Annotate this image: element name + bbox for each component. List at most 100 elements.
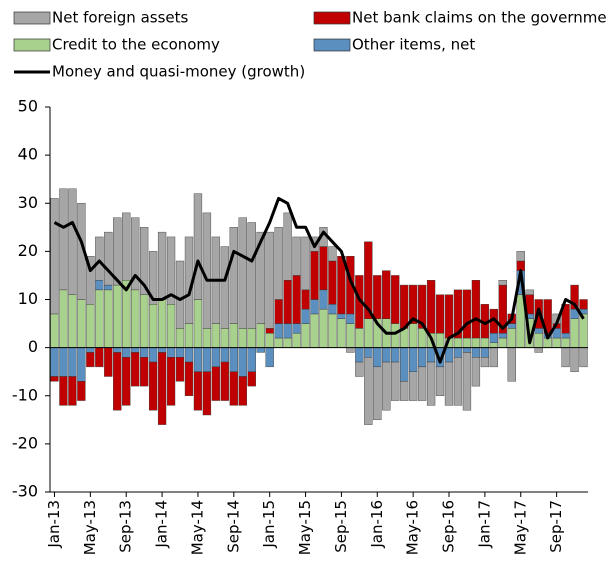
bar xyxy=(229,227,238,324)
bar xyxy=(131,352,140,387)
bar xyxy=(104,289,113,348)
bar xyxy=(68,347,77,377)
x-tick-label: May-13 xyxy=(81,500,99,555)
bar xyxy=(400,284,409,329)
bar xyxy=(382,361,391,411)
bar xyxy=(552,337,561,348)
bar xyxy=(417,366,427,401)
bar xyxy=(86,255,95,305)
bar xyxy=(579,313,588,348)
y-tick-label: 30 xyxy=(18,193,38,212)
bar xyxy=(95,236,104,281)
x-tick-label: Jan-15 xyxy=(260,500,278,549)
bar xyxy=(140,227,149,295)
bar xyxy=(175,357,185,382)
bar xyxy=(220,328,229,348)
bar xyxy=(211,323,221,348)
bar xyxy=(238,328,247,348)
bar xyxy=(471,347,481,358)
bar xyxy=(471,357,481,387)
bar xyxy=(570,347,579,372)
bar xyxy=(86,304,95,348)
bar xyxy=(193,371,203,411)
bar xyxy=(202,328,212,348)
bar xyxy=(319,308,328,348)
bar xyxy=(68,294,77,348)
bar xyxy=(480,357,490,368)
bar xyxy=(561,332,570,339)
bar xyxy=(104,347,113,377)
bar xyxy=(247,347,256,372)
y-tick-label: 20 xyxy=(18,241,38,260)
bar xyxy=(220,246,229,329)
bar xyxy=(453,289,463,339)
bar xyxy=(373,366,382,421)
bar xyxy=(346,255,355,315)
bar xyxy=(256,231,265,324)
bar xyxy=(175,347,185,358)
bar xyxy=(95,280,104,291)
y-tick-label: -20 xyxy=(12,433,38,452)
bar xyxy=(444,294,454,339)
x-tick-label: May-14 xyxy=(188,500,206,555)
y-tick-label: -30 xyxy=(12,482,38,501)
bar xyxy=(570,284,579,310)
x-tick-label: Jan-13 xyxy=(45,500,63,549)
bar xyxy=(202,371,212,416)
bar xyxy=(193,347,203,372)
bar xyxy=(229,323,238,348)
bar xyxy=(283,212,292,281)
bar xyxy=(131,347,140,353)
bar xyxy=(184,323,194,348)
y-tick-label: 0 xyxy=(28,337,38,356)
x-tick-label: Sep-13 xyxy=(117,500,135,553)
bar xyxy=(310,313,319,348)
bar xyxy=(148,304,158,348)
bar xyxy=(184,361,194,396)
legend-label: Money and quasi-money (growth) xyxy=(52,63,305,81)
bar xyxy=(86,347,95,353)
bar xyxy=(426,280,436,334)
bar xyxy=(355,328,364,348)
bar xyxy=(435,366,445,396)
bar xyxy=(140,347,149,358)
bar xyxy=(157,347,167,353)
bar xyxy=(238,217,247,329)
bar xyxy=(409,371,418,401)
bar xyxy=(59,376,68,406)
bar xyxy=(229,347,238,372)
bar xyxy=(157,231,167,300)
bar xyxy=(113,347,122,353)
bar xyxy=(59,289,68,348)
bar xyxy=(220,361,229,401)
bar xyxy=(444,347,454,363)
x-tick-label: Sep-17 xyxy=(547,500,565,553)
bar xyxy=(319,289,328,310)
bar xyxy=(166,347,176,358)
bar xyxy=(507,347,516,382)
bar xyxy=(417,328,427,348)
bar xyxy=(373,347,382,368)
bar xyxy=(561,337,570,348)
x-tick-label: Sep-14 xyxy=(224,500,242,553)
bar xyxy=(391,323,400,348)
bar xyxy=(140,294,149,348)
bar xyxy=(462,352,472,411)
bar xyxy=(462,289,472,339)
bar xyxy=(140,357,149,387)
bar xyxy=(157,352,167,425)
bar xyxy=(113,284,122,348)
bar xyxy=(292,323,301,334)
bar xyxy=(435,294,445,334)
bar xyxy=(409,347,418,372)
bar xyxy=(274,323,283,339)
legend-label: Net bank claims on the government xyxy=(352,9,608,27)
bar xyxy=(498,337,507,348)
bar xyxy=(453,347,463,358)
bar xyxy=(346,323,355,348)
x-tick-label: May-15 xyxy=(296,500,314,555)
bar xyxy=(292,332,301,348)
bar xyxy=(301,289,310,310)
bar xyxy=(50,376,59,382)
